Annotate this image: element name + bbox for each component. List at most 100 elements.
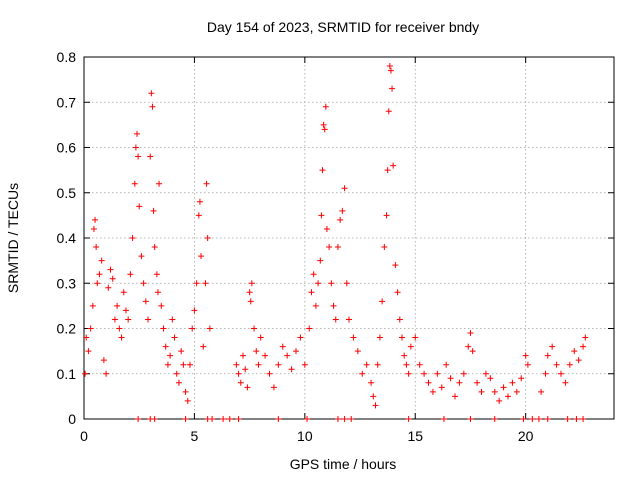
x-tick-label: 5 (191, 428, 199, 444)
data-point (346, 316, 352, 323)
y-tick-label: 0.8 (57, 49, 77, 65)
data-point (332, 316, 339, 323)
data-point (374, 361, 381, 368)
data-point (151, 416, 158, 422)
data-point (135, 153, 142, 160)
data-point (580, 343, 587, 350)
data-point (82, 370, 89, 377)
data-point (518, 375, 525, 382)
grid (84, 57, 614, 419)
data-point (270, 384, 277, 391)
data-point (196, 198, 203, 205)
x-tick-label: 15 (407, 428, 423, 444)
data-point (135, 416, 142, 422)
data-point (198, 253, 205, 260)
data-point (242, 366, 249, 373)
y-axis: 0 0.1 0.2 0.3 0.4 0.5 0.6 0.7 0.8 (57, 49, 614, 427)
data-point (396, 316, 403, 323)
data-point (111, 316, 118, 323)
data-point (275, 361, 282, 368)
data-point (509, 379, 516, 386)
data-point (266, 370, 273, 377)
data-point (389, 85, 396, 92)
data-point (465, 343, 472, 350)
data-point (247, 298, 254, 305)
data-point (182, 416, 189, 422)
data-point (447, 375, 454, 382)
data-point (127, 271, 134, 278)
data-point (401, 352, 408, 359)
data-point (150, 207, 157, 214)
x-axis-label: GPS time / hours (290, 456, 397, 472)
data-point (491, 388, 498, 395)
data-point (376, 334, 383, 341)
data-point (387, 67, 394, 74)
data-point (122, 307, 129, 314)
data-point (275, 416, 282, 422)
data-point (83, 334, 90, 341)
data-point (178, 348, 185, 355)
data-point (575, 357, 582, 364)
data-point (487, 375, 494, 382)
data-point (529, 416, 536, 422)
data-point (107, 266, 114, 273)
data-point (334, 416, 341, 422)
data-point (582, 334, 589, 341)
data-point (467, 416, 474, 422)
data-point (158, 302, 165, 309)
y-tick-label: 0.7 (57, 94, 77, 110)
data-point (310, 271, 317, 278)
data-point (148, 90, 155, 97)
data-point (386, 63, 393, 70)
data-point (195, 212, 202, 219)
data-point (319, 167, 326, 174)
data-point (385, 108, 392, 115)
data-point (193, 280, 200, 287)
data-point (235, 416, 242, 422)
data-point (496, 397, 503, 404)
data-point (524, 361, 531, 368)
data-point (354, 348, 361, 355)
data-point (154, 289, 161, 296)
y-tick-label: 0.6 (57, 140, 77, 156)
data-point (255, 361, 262, 368)
data-point (180, 361, 187, 368)
data-point (467, 330, 474, 337)
data-point (343, 280, 350, 287)
y-tick-label: 0 (68, 411, 76, 427)
data-point (175, 379, 182, 386)
data-point (390, 162, 397, 169)
data-point (341, 416, 348, 422)
data-point (564, 416, 571, 422)
data-point (246, 289, 253, 296)
data-point (383, 212, 390, 219)
data-point (233, 361, 240, 368)
data-point (116, 325, 123, 332)
data-point (312, 302, 319, 309)
data-point (350, 334, 357, 341)
data-point (142, 298, 149, 305)
data-point (136, 203, 143, 210)
data-point (131, 180, 138, 187)
y-tick-label: 0.3 (57, 275, 77, 291)
data-point (323, 225, 330, 232)
data-point (248, 280, 255, 287)
data-point (191, 307, 198, 314)
data-point (129, 235, 136, 241)
y-tick-label: 0.4 (57, 230, 77, 246)
data-point (553, 361, 560, 368)
data-point (209, 416, 216, 422)
data-point (301, 361, 308, 368)
data-point (257, 334, 264, 341)
data-point (571, 348, 578, 355)
data-point (405, 370, 412, 377)
data-point (368, 379, 375, 386)
y-tick-label: 0.1 (57, 366, 77, 382)
data-point (90, 225, 97, 232)
data-point (392, 262, 399, 269)
data-point (322, 103, 329, 110)
data-point (549, 343, 556, 350)
data-point (469, 348, 476, 355)
data-point (92, 216, 99, 223)
